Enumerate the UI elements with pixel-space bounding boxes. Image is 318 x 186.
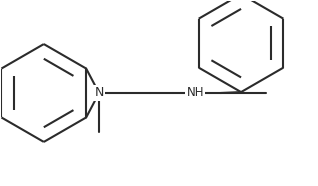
Text: NH: NH: [187, 86, 204, 100]
Text: N: N: [94, 86, 104, 100]
